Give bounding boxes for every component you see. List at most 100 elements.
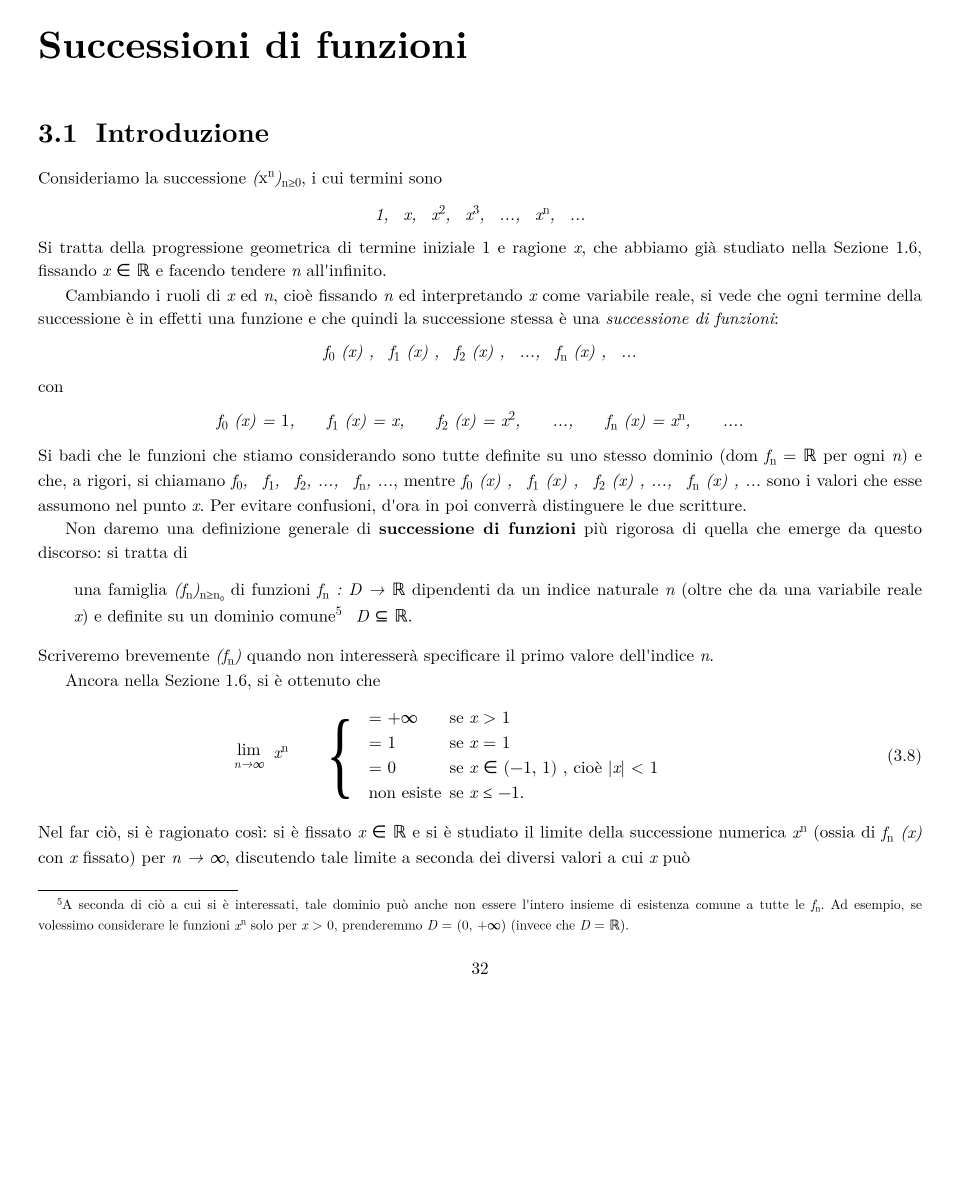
math-inline: ℝ (803, 446, 816, 465)
paragraph-5: Si badi che le funzioni che stiamo consi… (38, 443, 922, 516)
math-inline: xn (792, 819, 807, 843)
math-inline: ℝ (393, 823, 406, 842)
math-inline: n (892, 442, 902, 466)
text: , discutendo tale limite a seconda dei d… (225, 844, 649, 868)
text: (invece che (506, 915, 579, 934)
text: . (709, 642, 714, 666)
section-heading: 3.1 Introduzione (38, 113, 922, 149)
case-row: = +∞se x > 1 (369, 704, 667, 729)
case-cond: se x = 1 (449, 729, 666, 754)
definition-block: una famiglia (fn)n≥n₀ di funzioni fn : D… (74, 577, 922, 629)
text: solo per (246, 915, 301, 934)
paragraph-7: Scriveremo brevemente (fn) quando non in… (38, 643, 922, 668)
display-equation-fn-defs: f0 (x) = 1, f1 (x) = x, f2 (x) = x2, ...… (38, 407, 922, 434)
math-inline: D (427, 915, 437, 934)
math-inline: ℝ (394, 607, 407, 626)
footnote-5: 5A seconda di ciò a cui si è interessati… (38, 895, 922, 934)
chapter-title: Successioni di funzioni (38, 18, 922, 69)
paragraph-con: con (38, 374, 922, 397)
paragraph-6: Non daremo una definizione generale di s… (38, 516, 922, 563)
math-inline: ℝ (392, 580, 405, 599)
math-inline: n (383, 282, 393, 306)
text: e facendo tendere (150, 257, 291, 281)
text: ed interpretando (393, 282, 529, 306)
math-inline: n → ∞ (171, 844, 225, 868)
text: , cioè fissando (273, 282, 383, 306)
math-inline: x (301, 915, 307, 934)
text: quando non interesserà specificare il pr… (241, 642, 700, 666)
math-inline: x (227, 282, 235, 306)
text: Nel far ciò, si è ragionato così: si è f… (38, 819, 358, 843)
math-inline: n (264, 282, 274, 306)
term-italic: successione di funzioni (605, 305, 774, 329)
cases-table: = +∞se x > 1 = 1se x = 1 = 0se x ∈ (−1, … (369, 704, 667, 804)
math-inline: x (192, 492, 200, 516)
case-value: non esiste (369, 779, 450, 804)
text: ed (235, 282, 264, 306)
text: , mentre (393, 467, 461, 491)
text: . (408, 603, 413, 627)
section-title: Introduzione (96, 111, 269, 150)
math-inline: x (102, 257, 110, 281)
text: (oltre che da una variabile reale (675, 576, 922, 600)
math-inline: x (649, 844, 657, 868)
paragraph-2: Si tratta della progressione geometrica … (38, 235, 922, 283)
footnote-mark: 5 (336, 601, 342, 619)
section-number: 3.1 (38, 111, 78, 150)
text: , prenderemmo (334, 915, 427, 934)
case-cond: se x ∈ (−1, 1) , cioè |x| < 1 (449, 754, 666, 779)
math-inline: fn : D → (317, 576, 392, 600)
math-inline: fn (x) (882, 819, 922, 843)
cases-bracket: { = +∞se x > 1 = 1se x = 1 = 0se x ∈ (−1… (317, 704, 667, 804)
case-value: = +∞ (369, 704, 450, 729)
math-inline: n (665, 576, 675, 600)
text: A seconda di ciò a cui si è interessati,… (62, 894, 811, 913)
math-inline: (fn)n≥n₀ (174, 576, 225, 600)
left-brace-icon: { (326, 715, 354, 794)
text: Cambiando i ruoli di (65, 282, 226, 306)
math-inline: ℝ (136, 261, 149, 280)
text: n→∞ (234, 757, 264, 769)
case-row: = 0se x ∈ (−1, 1) , cioè |x| < 1 (369, 754, 667, 779)
limit-operator: lim n→∞ (234, 740, 264, 769)
math-inline: (fn) (215, 642, 241, 666)
text: : (774, 305, 779, 329)
text: all'infinito. (301, 257, 387, 281)
text: di funzioni (224, 576, 317, 600)
text: (ossia di (807, 819, 882, 843)
math-inline: xn (273, 739, 288, 763)
math-inline: fn (811, 894, 821, 913)
case-row: = 1se x = 1 (369, 729, 667, 754)
text: per ogni (817, 442, 892, 466)
text: Scriveremo brevemente (38, 642, 215, 666)
text: Si tratta della progressione geometrica … (38, 234, 573, 258)
equation-number: (3.8) (862, 743, 922, 766)
text: ) e definite su un dominio comune (82, 603, 336, 627)
text: ). (620, 915, 629, 934)
math-inline: ℝ (609, 918, 620, 933)
case-value: = 1 (369, 729, 450, 754)
display-equation-terms: 1, x, x2, x3, ..., xn, ... (38, 200, 922, 225)
math-inline: x (69, 844, 77, 868)
math-inline: x (358, 819, 366, 843)
math-inline: fn (765, 442, 777, 466)
case-value: = 0 (369, 754, 450, 779)
case-row: non esistese x ≤ −1. (369, 779, 667, 804)
paragraph-8: Ancora nella Sezione 1.6, si è ottenuto … (38, 668, 922, 691)
paragraph-intro: Consideriamo la successione (xn)n≥0, i c… (38, 164, 922, 191)
case-cond: se x > 1 (449, 704, 666, 729)
paragraph-3: Cambiando i ruoli di x ed n, cioè fissan… (38, 283, 922, 329)
case-cond: se x ≤ −1. (449, 779, 666, 804)
math: f0 (x) = 1, f1 (x) = x, f2 (x) = x2, ...… (217, 407, 744, 431)
text: , i cui termini sono (301, 164, 442, 188)
text: fissato) per (77, 844, 171, 868)
footnote-rule (38, 890, 238, 891)
math-inline: n (700, 642, 710, 666)
text: dipendenti da un indice naturale (405, 576, 665, 600)
text: può (657, 844, 690, 868)
math-inline: D (356, 603, 369, 627)
text: Consideriamo la successione (38, 164, 252, 188)
text: e si è studiato il limite della successi… (406, 819, 792, 843)
math: f0 (x) , f1 (x) , f2 (x) , ..., fn (x) ,… (323, 338, 636, 362)
math-inline: x (74, 603, 82, 627)
